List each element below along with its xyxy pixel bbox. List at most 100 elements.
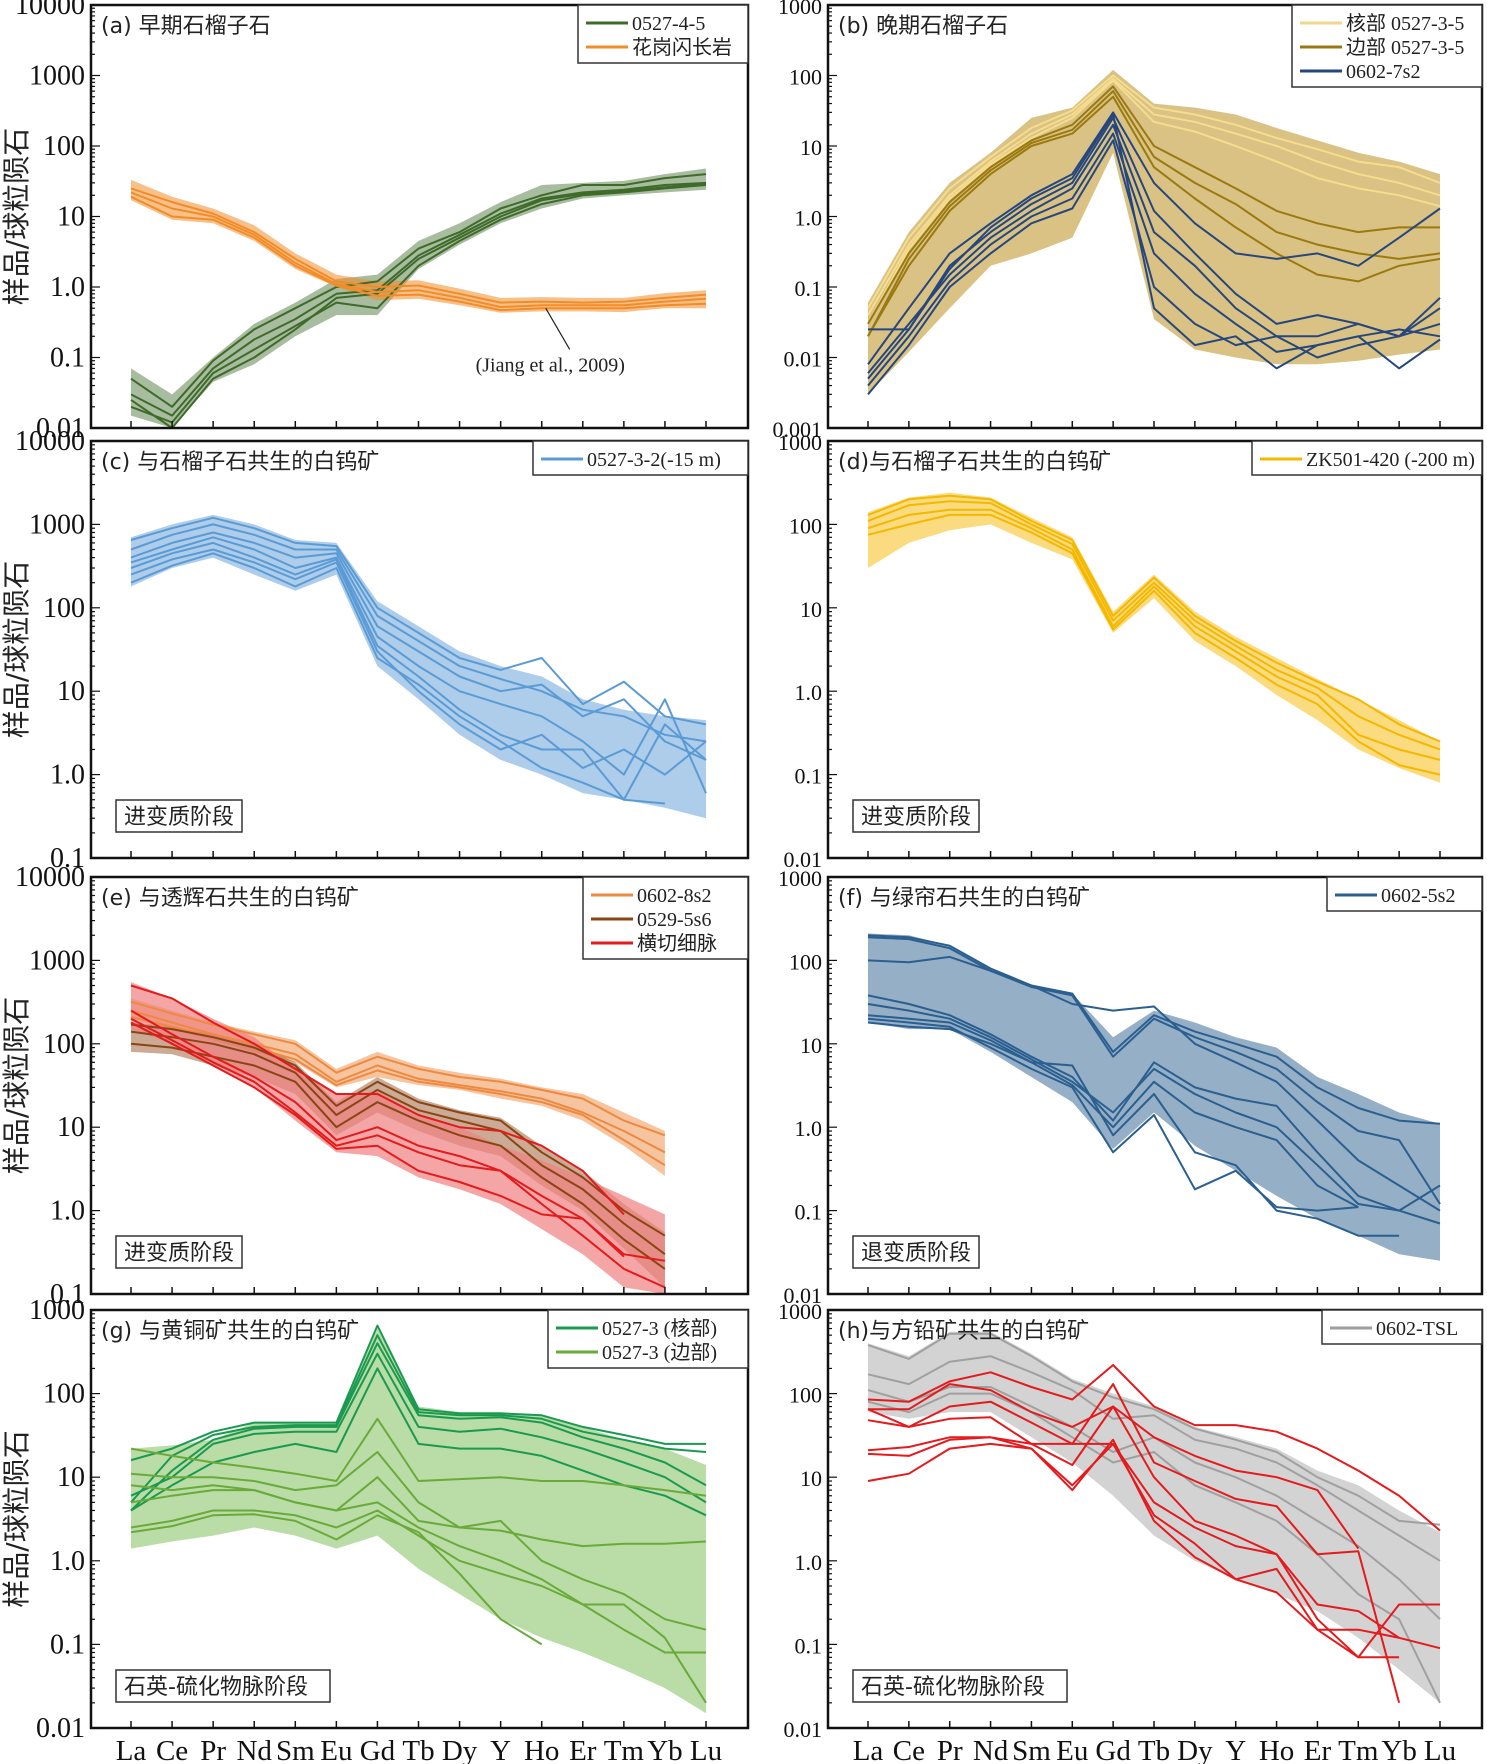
legend-label: 0527-3-2(-15 m) xyxy=(587,449,721,471)
series-line-e-7 xyxy=(130,1009,666,1262)
y-tick-label: 10 xyxy=(57,1462,85,1493)
series-line-c-2 xyxy=(130,531,707,761)
series-line-c-5 xyxy=(130,548,707,776)
series-line-c-3 xyxy=(130,536,707,794)
series-line-g-9 xyxy=(130,1509,707,1704)
y-tick-label: 0.1 xyxy=(795,276,823,301)
series-line-d-0 xyxy=(867,494,1441,743)
series-line-b-5 xyxy=(867,95,1441,337)
panel-title: (a) 早期石榴子石 xyxy=(101,14,271,39)
x-tick-label: Ho xyxy=(524,1735,559,1764)
stage-label-box xyxy=(115,1669,331,1703)
x-tick-label: Sm xyxy=(1012,1735,1051,1764)
series-line-h-1 xyxy=(867,1355,1441,1562)
y-tick-label: 1.0 xyxy=(50,760,85,791)
series-line-f-5 xyxy=(867,1014,1359,1208)
annotation-citation: (Jiang et al., 2009) xyxy=(476,355,625,377)
y-tick-label: 0.01 xyxy=(784,1717,823,1742)
legend-g: 0527-3 (核部)0527-3 (边部) xyxy=(547,1309,749,1369)
y-tick-label: 1.0 xyxy=(795,680,823,705)
panel-a: 0.01 0.1 1.0 10 100 1000 10000 样品/球粒陨石 (a) 早期石榴子… xyxy=(0,0,750,444)
series-line-a-4 xyxy=(130,187,707,304)
panel-title: (h)与方铅矿共生的白钨矿 xyxy=(838,1319,1089,1344)
series-line-h-6 xyxy=(867,1383,1401,1704)
y-tick-label: 1.0 xyxy=(50,1546,85,1577)
series-line-h-4 xyxy=(867,1364,1441,1532)
stage-label: 石英-硫化物脉阶段 xyxy=(124,1675,308,1700)
y-tick-label: 1000 xyxy=(778,866,822,891)
y-tick-label: 0.01 xyxy=(784,1283,823,1308)
y-tick-label: 1000 xyxy=(29,61,85,92)
x-tick-label: Eu xyxy=(1056,1735,1088,1764)
series-line-b-0 xyxy=(867,74,1441,309)
stage-label-box xyxy=(852,1669,1068,1703)
y-tick-label: 100 xyxy=(43,593,85,624)
envelope-f-0 xyxy=(868,933,1440,1261)
y-tick-label: 0.1 xyxy=(50,843,85,874)
x-tick-label: Tb xyxy=(1138,1735,1170,1764)
x-tick-label: Dy xyxy=(1177,1735,1213,1764)
legend-f: 0602-5s2 xyxy=(1326,876,1483,912)
series-line-h-0 xyxy=(867,1332,1441,1526)
x-tick-label: Pr xyxy=(200,1735,226,1764)
panel-title: (c) 与石榴子石共生的白钨矿 xyxy=(101,450,379,475)
x-tick-label: Pr xyxy=(937,1735,963,1764)
annotation-leader xyxy=(545,307,571,350)
y-axis-label: 样品/球粒陨石 xyxy=(0,1430,33,1607)
y-tick-label: 0.01 xyxy=(784,347,823,372)
series-line-b-10 xyxy=(867,139,1441,396)
panel-title: (b) 晚期石榴子石 xyxy=(838,14,1008,39)
y-tick-label: 100 xyxy=(789,949,822,974)
series-line-g-2 xyxy=(130,1342,707,1512)
series-line-g-3 xyxy=(130,1352,707,1504)
y-tick-label: 1000 xyxy=(778,0,822,19)
series-line-e-9 xyxy=(130,1021,625,1258)
series-line-g-8 xyxy=(130,1489,706,1654)
plot-frame-f xyxy=(826,875,1484,1296)
series-line-b-3 xyxy=(867,85,1440,325)
y-tick-label: 0.1 xyxy=(795,764,823,789)
y-tick-label: 100 xyxy=(789,513,822,538)
panel-c: 0.1 1.0 10 100 1000 10000 样品/球粒陨石 (c) 与石榴子石共生的白… xyxy=(0,426,750,874)
y-tick-label: 10000 xyxy=(15,426,85,457)
stage-label-box xyxy=(115,799,243,833)
legend-label: 0602-5s2 xyxy=(1381,885,1455,907)
series-line-f-6 xyxy=(867,1021,1400,1237)
x-tick-label: Yb xyxy=(1381,1735,1416,1764)
x-tick-label: Ho xyxy=(1259,1735,1294,1764)
y-tick-label: 0.1 xyxy=(50,343,85,374)
series-line-g-4 xyxy=(130,1367,707,1517)
legend-d: ZK501-420 (-200 m) xyxy=(1251,440,1483,476)
envelope-e-0 xyxy=(131,998,665,1176)
series-line-h-8 xyxy=(867,1436,1440,1659)
series-line-d-3 xyxy=(867,513,1441,776)
y-tick-label: 100 xyxy=(789,65,822,90)
series-line-b-1 xyxy=(867,77,1441,316)
y-tick-label: 10 xyxy=(57,202,85,233)
stage-label-box xyxy=(852,799,980,833)
x-tick-label: Yb xyxy=(647,1735,682,1764)
envelope-h-0 xyxy=(868,1331,1440,1703)
y-tick-label: 1.0 xyxy=(795,206,823,231)
x-tick-label: Tm xyxy=(604,1735,645,1764)
series-line-a-2 xyxy=(130,184,707,424)
y-tick-label: 10 xyxy=(57,1112,85,1143)
panel-f: 0.01 0.1 1.0 10 100 1000 (f) 与绿帘石共生的白钨矿 0602-5s… xyxy=(778,866,1484,1308)
y-tick-label: 10000 xyxy=(15,862,85,893)
panel-d: 0.01 0.1 1.0 10 100 1000 (d)与石榴子石共生的白钨矿 ZK501-4… xyxy=(778,430,1484,872)
y-tick-label: 1000 xyxy=(29,1295,85,1326)
series-line-e-8 xyxy=(130,1017,666,1289)
panel-title: (d)与石榴子石共生的白钨矿 xyxy=(838,450,1111,475)
series-line-g-0 xyxy=(130,1324,706,1462)
series-line-e-3 xyxy=(130,1023,666,1237)
y-tick-label: 1000 xyxy=(29,945,85,976)
y-tick-label: 1000 xyxy=(778,430,822,455)
y-tick-label: 10000 xyxy=(15,0,85,21)
legend-box xyxy=(547,1309,749,1369)
y-tick-label: 100 xyxy=(43,131,85,162)
stage-label: 石英-硫化物脉阶段 xyxy=(861,1675,1045,1700)
series-line-a-0 xyxy=(130,173,707,408)
x-tick-label: Tb xyxy=(402,1735,434,1764)
stage-label: 进变质阶段 xyxy=(861,805,971,830)
